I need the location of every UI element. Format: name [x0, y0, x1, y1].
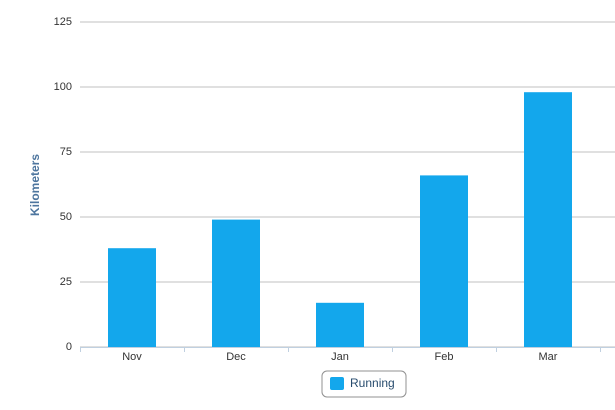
- x-tick-label: Jan: [331, 351, 349, 363]
- bar: [212, 219, 260, 347]
- legend-item[interactable]: Running: [321, 370, 407, 398]
- y-tick-label: 50: [60, 211, 72, 223]
- x-tick-label: Feb: [435, 351, 454, 363]
- y-tick-label: 25: [60, 276, 72, 288]
- x-tick-label: Dec: [226, 351, 246, 363]
- bar: [108, 248, 156, 347]
- y-axis-title: Kilometers: [28, 154, 42, 216]
- bar: [524, 92, 572, 347]
- legend-label: Running: [350, 376, 395, 390]
- bar: [316, 302, 364, 347]
- y-tick-label: 0: [66, 341, 72, 353]
- y-tick-label: 100: [54, 81, 72, 93]
- x-tick-label: Mar: [539, 351, 558, 363]
- y-tick-label: 125: [54, 16, 72, 28]
- x-tick-label: Nov: [122, 351, 142, 363]
- legend-swatch: [330, 377, 344, 390]
- y-tick-label: 75: [60, 146, 72, 158]
- bar: [420, 175, 468, 347]
